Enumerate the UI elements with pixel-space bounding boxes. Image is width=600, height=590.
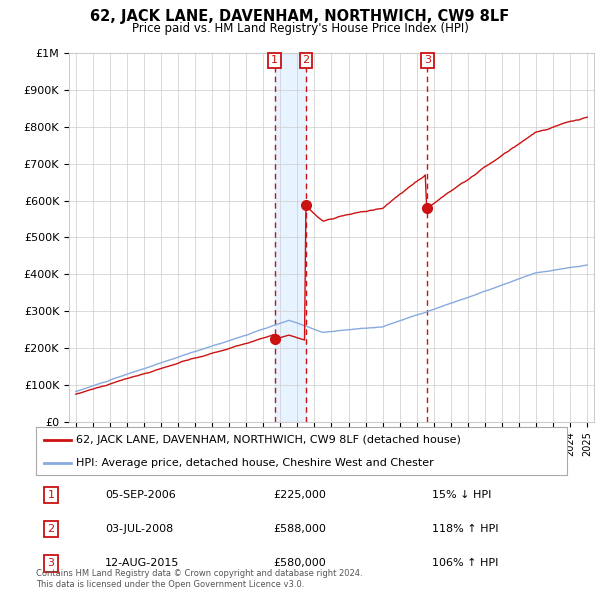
Text: HPI: Average price, detached house, Cheshire West and Chester: HPI: Average price, detached house, Ches… [76, 458, 434, 468]
Text: 15% ↓ HPI: 15% ↓ HPI [432, 490, 491, 500]
Text: £580,000: £580,000 [274, 559, 326, 568]
Text: 2: 2 [47, 525, 55, 534]
Text: 1: 1 [271, 55, 278, 65]
Text: £588,000: £588,000 [274, 525, 326, 534]
Text: 3: 3 [424, 55, 431, 65]
Text: 2: 2 [302, 55, 310, 65]
Text: 62, JACK LANE, DAVENHAM, NORTHWICH, CW9 8LF (detached house): 62, JACK LANE, DAVENHAM, NORTHWICH, CW9 … [76, 435, 461, 445]
Text: 106% ↑ HPI: 106% ↑ HPI [432, 559, 499, 568]
Text: 118% ↑ HPI: 118% ↑ HPI [432, 525, 499, 534]
Text: 1: 1 [47, 490, 55, 500]
Text: Contains HM Land Registry data © Crown copyright and database right 2024.
This d: Contains HM Land Registry data © Crown c… [36, 569, 362, 589]
Text: 12-AUG-2015: 12-AUG-2015 [105, 559, 179, 568]
Text: 62, JACK LANE, DAVENHAM, NORTHWICH, CW9 8LF: 62, JACK LANE, DAVENHAM, NORTHWICH, CW9 … [91, 9, 509, 24]
Text: 3: 3 [47, 559, 55, 568]
Text: 05-SEP-2006: 05-SEP-2006 [105, 490, 176, 500]
Text: Price paid vs. HM Land Registry's House Price Index (HPI): Price paid vs. HM Land Registry's House … [131, 22, 469, 35]
Text: 03-JUL-2008: 03-JUL-2008 [105, 525, 173, 534]
Bar [275, 53, 306, 422]
Text: £225,000: £225,000 [274, 490, 326, 500]
